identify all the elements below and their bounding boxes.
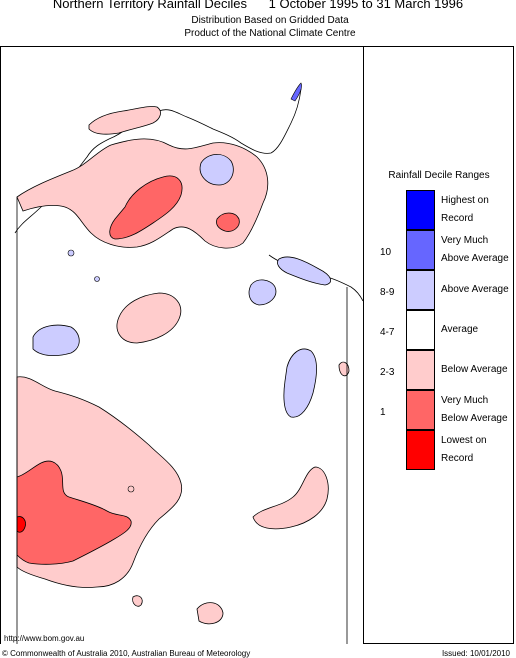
legend-decile-range: 1	[380, 407, 386, 418]
legend-swatch	[406, 350, 435, 390]
legend-label: Highest on Record	[441, 192, 489, 228]
region-below-average-south-east	[252, 466, 329, 530]
island-north-west	[88, 106, 161, 135]
legend-label-line2: Above Average	[441, 253, 509, 264]
legend-decile-range: 8-9	[380, 287, 395, 298]
region-above-average-dot	[67, 249, 75, 257]
legend-title: Rainfall Decile Ranges	[388, 170, 490, 181]
legend-label: Above Average	[441, 284, 509, 295]
region-very-much-below-south-west	[16, 460, 132, 565]
region-above-average-north	[199, 154, 234, 186]
copyright-text: © Commonwealth of Australia 2010, Austra…	[2, 649, 251, 658]
region-below-average-east-small	[338, 361, 350, 377]
region-above-average-east-coast	[277, 256, 332, 286]
legend-divider	[363, 46, 364, 644]
rainfall-decile-map	[1, 47, 363, 644]
legend-label: Below Average	[441, 364, 508, 375]
region-above-average-west	[32, 324, 80, 357]
legend-label-line1: Lowest on	[441, 435, 487, 446]
issued-date: Issued: 10/01/2010	[441, 649, 510, 658]
legend-decile-range: 10	[380, 247, 392, 258]
legend-label: Very Much Above Average	[441, 232, 509, 268]
legend-label: Average	[441, 324, 479, 335]
legend-swatch	[406, 390, 435, 430]
legend-label-line1: Very Much	[441, 395, 489, 406]
legend-label-line2: Record	[441, 453, 474, 464]
legend-label-line2: Record	[441, 213, 474, 224]
map-subtitle-distribution: Distribution Based on Gridded Data	[191, 15, 349, 26]
region-above-average-east	[283, 348, 317, 418]
region-very-much-below-north-west	[109, 175, 183, 240]
region-above-average-mid-east	[248, 279, 277, 306]
legend-decile-range: 4-7	[380, 327, 395, 338]
region-very-much-below-north-east	[216, 212, 240, 232]
legend-swatch	[406, 430, 435, 470]
legend-swatch	[406, 310, 435, 350]
map-title: Northern Territory Rainfall Deciles 1 Oc…	[52, 0, 464, 11]
region-below-average-south-dot	[132, 595, 143, 607]
region-below-average-dot	[127, 485, 135, 493]
island-east-tip	[290, 82, 302, 102]
legend-swatch	[406, 230, 435, 270]
legend-label-line1: Highest on	[441, 195, 489, 206]
map-subtitle-product: Product of the National Climate Centre	[184, 28, 356, 39]
legend-label: Very Much Below Average	[441, 392, 508, 428]
legend-label-line1: Very Much	[441, 235, 489, 246]
legend-swatch	[406, 190, 435, 230]
source-url[interactable]: http://www.bom.gov.au	[4, 634, 85, 643]
region-below-average-south-small	[196, 602, 224, 625]
region-below-average-central	[116, 292, 182, 344]
legend-label: Lowest on Record	[441, 432, 487, 468]
legend-decile-range: 2-3	[380, 367, 395, 378]
region-lowest-on-record	[16, 516, 26, 533]
legend-swatch	[406, 270, 435, 310]
legend-label-line2: Below Average	[441, 413, 508, 424]
region-above-average-dot-2	[94, 276, 100, 282]
